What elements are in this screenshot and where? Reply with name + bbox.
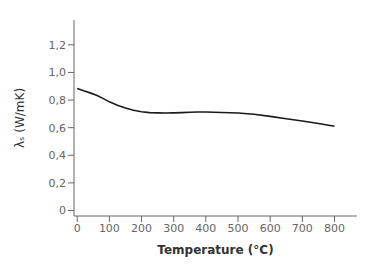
svg-text:800: 800 — [324, 222, 345, 235]
svg-text:1,0: 1,0 — [49, 66, 67, 79]
svg-text:300: 300 — [163, 222, 184, 235]
svg-text:0,4: 0,4 — [49, 149, 67, 162]
svg-text:400: 400 — [195, 222, 216, 235]
svg-text:1,2: 1,2 — [49, 39, 67, 52]
svg-text:200: 200 — [131, 222, 152, 235]
svg-text:0,8: 0,8 — [49, 94, 67, 107]
svg-text:0,2: 0,2 — [49, 177, 67, 190]
svg-text:0,6: 0,6 — [49, 122, 67, 135]
svg-text:600: 600 — [260, 222, 281, 235]
svg-text:0: 0 — [74, 222, 81, 235]
svg-text:100: 100 — [99, 222, 120, 235]
svg-text:700: 700 — [292, 222, 313, 235]
svg-text:λₛ (W/mK): λₛ (W/mK) — [13, 88, 27, 148]
svg-text:0: 0 — [59, 204, 66, 217]
svg-text:Temperature (°C): Temperature (°C) — [157, 243, 273, 257]
svg-text:500: 500 — [228, 222, 249, 235]
